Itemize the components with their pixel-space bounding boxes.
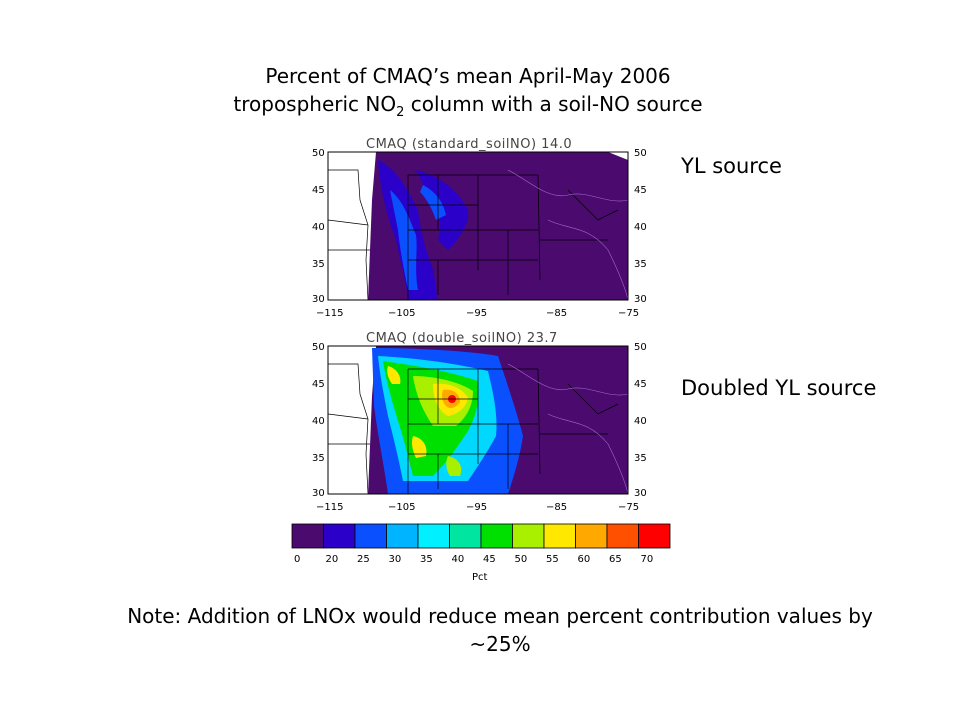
colorbar-swatch — [386, 523, 419, 549]
lon-tick: −105 — [388, 502, 415, 513]
colorbar-label: Pct — [472, 572, 488, 583]
lat-tick: 30 — [312, 488, 325, 499]
colorbar-tick: 55 — [546, 554, 559, 565]
figure-title-line1: Percent of CMAQ’s mean April-May 2006 — [265, 64, 671, 88]
colorbar-tick: 25 — [357, 554, 370, 565]
label-doubled-yl-source: Doubled YL source — [681, 376, 877, 400]
lat-tick: 40 — [634, 416, 647, 427]
lat-tick: 50 — [312, 342, 325, 353]
map-panel-standard: CMAQ (standard_soilNO) 14.0 — [312, 137, 647, 319]
lat-tick: 35 — [634, 259, 647, 270]
figure-title-line2: tropospheric NO2 column with a soil-NO s… — [0, 90, 936, 127]
colorbar-swatch — [323, 523, 356, 549]
title-line2-pre: tropospheric NO — [233, 92, 397, 116]
lat-tick: 50 — [634, 342, 647, 353]
lon-tick: −75 — [618, 308, 639, 319]
lon-tick: −115 — [316, 308, 343, 319]
lat-tick: 30 — [634, 488, 647, 499]
colorbar-swatch — [417, 523, 450, 549]
colorbar-tick: 30 — [389, 554, 402, 565]
map-title: CMAQ (standard_soilNO) 14.0 — [366, 137, 572, 152]
lat-tick: 30 — [312, 294, 325, 305]
lon-tick: −95 — [466, 502, 487, 513]
colorbar-tick: 70 — [641, 554, 654, 565]
map-panel-double: CMAQ (double_soilNO) 23.7 — [312, 331, 647, 513]
colorbar-swatch — [480, 523, 513, 549]
map-title: CMAQ (double_soilNO) 23.7 — [366, 331, 558, 346]
lon-tick: −75 — [618, 502, 639, 513]
lon-tick: −105 — [388, 308, 415, 319]
colorbar-swatch — [512, 523, 545, 549]
label-yl-source: YL source — [681, 154, 782, 178]
colorbar-tick: 20 — [326, 554, 339, 565]
lat-tick: 40 — [312, 416, 325, 427]
lat-tick: 40 — [312, 222, 325, 233]
lon-tick: −115 — [316, 502, 343, 513]
colorbar-tick: 0 — [294, 554, 300, 565]
lon-tick: −95 — [466, 308, 487, 319]
title-subscript: 2 — [396, 105, 405, 120]
colorbar-swatch — [638, 523, 671, 549]
colorbar-tick: 35 — [420, 554, 433, 565]
colorbar-swatch — [575, 523, 608, 549]
lat-tick: 45 — [312, 379, 325, 390]
colorbar-tick: 60 — [578, 554, 591, 565]
colorbar-tick: 45 — [483, 554, 496, 565]
colorbar-swatch — [606, 523, 639, 549]
lon-tick: −85 — [546, 308, 567, 319]
colorbar-tick: 40 — [452, 554, 465, 565]
colorbar-swatch — [354, 523, 387, 549]
lat-tick: 35 — [312, 453, 325, 464]
lat-tick: 40 — [634, 222, 647, 233]
lat-tick: 35 — [312, 259, 325, 270]
title-line2-post: column with a soil-NO source — [404, 92, 703, 116]
note-text: Note: Addition of LNOx would reduce mean… — [127, 604, 873, 656]
colorbar-swatch — [543, 523, 576, 549]
colorbar-swatch — [449, 523, 482, 549]
lon-tick: −85 — [546, 502, 567, 513]
lat-tick: 50 — [634, 148, 647, 159]
colorbar-tick: 65 — [609, 554, 622, 565]
lat-tick: 30 — [634, 294, 647, 305]
colorbar: 0 20 25 30 35 40 45 50 55 60 65 70 Pct — [291, 523, 671, 583]
lat-tick: 45 — [634, 185, 647, 196]
lat-tick: 35 — [634, 453, 647, 464]
lat-tick: 45 — [312, 185, 325, 196]
colorbar-tick: 50 — [515, 554, 528, 565]
colorbar-swatch — [291, 523, 324, 549]
lat-tick: 45 — [634, 379, 647, 390]
lat-tick: 50 — [312, 148, 325, 159]
